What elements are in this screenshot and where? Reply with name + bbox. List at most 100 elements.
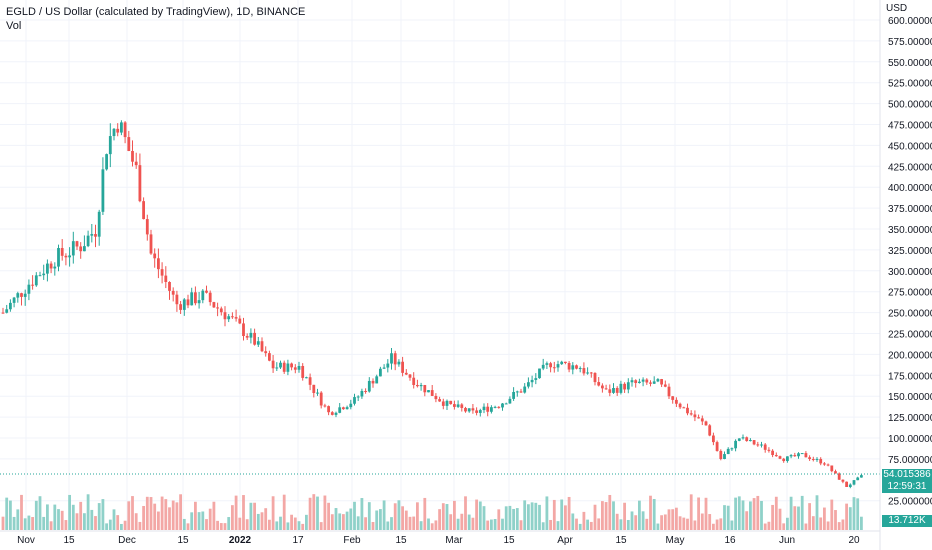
volume-bar [567,496,571,530]
candle [663,380,667,388]
candle [830,465,834,473]
volume-bar [308,497,312,530]
volume-bar [353,501,356,530]
candle [552,361,556,373]
volume-bar [571,513,575,530]
candle [612,383,615,394]
volume-bar [197,512,201,530]
candle [693,410,697,422]
volume-bar [94,516,97,530]
candle [12,296,16,308]
candle [678,402,682,410]
candle [46,259,49,282]
volume-bar [845,503,848,530]
volume-bar [108,519,112,530]
grid [0,0,880,531]
volume-bar [205,519,208,530]
volume-bar [445,504,449,530]
volume-bar [464,496,467,530]
volume-bar [515,508,519,530]
volume-bar [393,503,397,530]
candle [42,264,46,280]
candle [545,361,549,369]
time-tick-label: May [666,535,685,546]
candle [652,376,656,384]
candle [615,386,619,396]
volume-bar [179,494,182,530]
candle [416,379,419,388]
volume-bar [541,522,545,530]
volume-bar [23,518,27,530]
candle [345,405,349,410]
candle [534,373,538,385]
candle [238,315,242,325]
time-axis[interactable]: Nov 15 Dec 15 2022 17 Feb 15 Mar 15 Apr 15 May 16 Jun 2… [17,535,860,546]
price-tick-label: 75.000000 [888,455,932,466]
volume-bar [68,494,71,530]
volume-bar [38,496,42,530]
volume-bar [663,514,667,530]
candle [523,383,527,394]
price-axis[interactable]: 600.000000 575.000000 550.000000 525.000000… [888,16,932,508]
volume-bar [512,508,515,530]
candle [305,376,308,379]
candle [493,405,497,409]
price-tick-label: 250.000000 [888,309,932,320]
candle [815,457,819,462]
candle [127,130,131,152]
volume-bar [453,500,456,530]
volume-bar [678,516,682,530]
candle [53,262,57,276]
volume-bar [641,511,645,530]
candle [382,364,386,369]
price-tick-label: 525.000000 [888,79,932,90]
candle [286,359,290,376]
volume-bar [345,511,349,530]
candle [419,382,423,391]
candle [756,441,760,447]
volume-bar [645,518,649,530]
candle [179,300,182,314]
candle [793,452,797,457]
candle [404,369,408,376]
volume-bar [186,523,190,530]
volume-bar [712,523,715,530]
candle [589,372,593,378]
last-price-label: 54.015386 [882,469,932,481]
volume-bar [208,508,212,530]
volume-bar [626,519,630,530]
candle [430,384,434,397]
candle [112,128,116,141]
volume-bar [16,509,20,530]
price-tick-label: 325.000000 [888,246,932,257]
candle [79,242,83,259]
candle [819,457,823,466]
volume-bar [86,494,90,530]
volume-bar [860,516,863,530]
candle [327,405,330,416]
volume-bar [756,495,760,530]
volume-bar [774,496,778,530]
candle [567,361,571,373]
volume-bar [12,516,16,530]
candle [268,350,271,362]
candle [205,285,208,294]
volume-bar [527,504,530,530]
candle [530,375,534,388]
candle [342,406,345,410]
volume-bar [371,521,375,530]
candle [760,441,763,448]
volume-bar [634,515,638,530]
candle [675,397,678,408]
candle [131,140,134,167]
volume-bar [97,503,101,530]
volume-bar [375,510,379,530]
candle [64,253,68,266]
candle [249,328,253,344]
volume-bar [227,517,231,530]
candle [556,360,560,372]
volume-bar [349,508,353,530]
volume-bar [131,496,134,530]
candle [601,383,604,393]
